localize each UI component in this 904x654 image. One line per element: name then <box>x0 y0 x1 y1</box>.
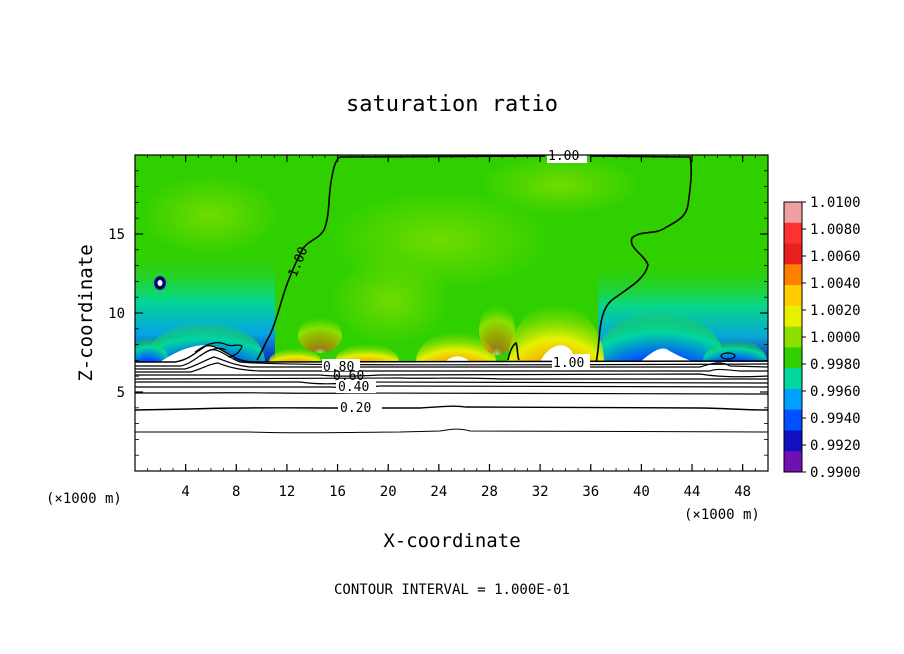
x-tick-label: 32 <box>532 484 549 500</box>
x-tick-label: 44 <box>684 484 701 500</box>
white-bump <box>445 356 470 362</box>
contour-line <box>135 373 768 378</box>
contour-label: 0.20 <box>340 401 371 416</box>
small-contours <box>155 277 736 360</box>
y-axis-ticks: 5 10 15 <box>108 170 768 456</box>
colorbar-tick-label: 0.9980 <box>810 357 861 373</box>
contour-1-00 <box>256 155 693 363</box>
contour-label-bg <box>322 359 360 371</box>
contour-line <box>135 405 768 411</box>
colorbar-swatch <box>784 451 802 473</box>
x-axis-ticks: 4 8 12 16 20 24 28 32 36 40 44 48 <box>147 155 756 500</box>
contour-label-bg <box>338 400 382 414</box>
contour-line <box>135 392 768 395</box>
colorbar-swatch <box>784 347 802 369</box>
dry-core-right <box>595 312 725 362</box>
colorbar-tick-label: 0.9900 <box>810 465 861 481</box>
moist-peak <box>298 317 342 353</box>
x-tick-label: 28 <box>481 484 498 500</box>
closed-contour <box>155 277 165 289</box>
colorbar-swatch <box>784 243 802 265</box>
colorbar: 1.0100 1.0080 1.0060 1.0040 1.0020 1.0000 0.99… <box>783 195 861 481</box>
contour-line <box>135 362 768 373</box>
contour-line <box>135 377 768 380</box>
colorbar-swatch <box>784 388 802 410</box>
y-tick-label: 5 <box>117 385 125 401</box>
colorbar-swatch <box>784 430 802 452</box>
white-bump <box>160 345 238 362</box>
x-axis-label: X-coordinate <box>383 530 520 552</box>
colorbar-tick-label: 0.9960 <box>810 384 861 400</box>
colorbar-swatch <box>784 409 802 431</box>
contour-label: 1.00 <box>548 149 579 164</box>
y-tick-label: 10 <box>108 306 125 322</box>
x-tick-label: 36 <box>582 484 599 500</box>
closed-contour <box>194 341 243 358</box>
moist-peak <box>335 344 399 362</box>
dry-core-left-edge <box>135 337 168 362</box>
moist-layer <box>135 155 768 362</box>
x-tick-label: 40 <box>633 484 650 500</box>
contour-line <box>507 341 520 361</box>
colorbar-swatch <box>784 368 802 390</box>
colorbar-tick-label: 0.9920 <box>810 438 861 454</box>
contour-line <box>135 428 768 434</box>
closed-contour <box>720 352 736 360</box>
contour-label: 0.80 <box>323 360 354 375</box>
y-axis-label: Z-coordinate <box>75 244 97 381</box>
colorbar-swatch <box>784 202 802 224</box>
x-tick-label: 12 <box>278 484 295 500</box>
x-tick-label: 4 <box>181 484 189 500</box>
lower-contours <box>135 344 768 434</box>
x-tick-label: 24 <box>430 484 447 500</box>
colorbar-tick-label: 1.0060 <box>810 249 861 265</box>
x-tick-label: 48 <box>734 484 751 500</box>
colorbar-tick-label: 0.9940 <box>810 411 861 427</box>
field: 1.00 1.00 1.00 0.80 0.60 0.40 0.20 <box>135 147 768 471</box>
x-tick-label: 20 <box>380 484 397 500</box>
x-tick-label: 8 <box>232 484 240 500</box>
y-axis-unit: (×1000 m) <box>46 491 122 507</box>
contour-label: 1.00 <box>553 356 584 371</box>
y-tick-label: 15 <box>108 227 125 243</box>
dry-core-left <box>145 322 265 362</box>
closed-contour <box>199 347 227 357</box>
dry-spot-core <box>157 280 163 286</box>
colorbar-swatch <box>784 326 802 348</box>
moist-peak <box>479 305 515 355</box>
colorbar-tick-label: 1.0040 <box>810 276 861 292</box>
moist-peak <box>416 332 496 362</box>
moist-peak <box>269 348 321 362</box>
light-green-patch <box>140 175 280 255</box>
contour-label: 0.40 <box>338 380 369 395</box>
light-green-patch <box>330 255 450 345</box>
contour-label-bg <box>336 380 376 393</box>
contour-label: 0.60 <box>333 369 364 384</box>
white-bump <box>640 348 695 362</box>
contour-label-bg <box>552 354 590 370</box>
colorbar-swatch <box>784 285 802 307</box>
moist-peak <box>508 304 604 362</box>
colorbar-tick-label: 1.0020 <box>810 303 861 319</box>
colorbar-tick-label: 1.0080 <box>810 222 861 238</box>
contour-line <box>256 155 693 363</box>
colorbar-tick-label: 1.0100 <box>810 195 861 211</box>
x-tick-label: 16 <box>329 484 346 500</box>
contour-interval-note: CONTOUR INTERVAL = 1.000E-01 <box>334 582 570 598</box>
dry-core-right-2 <box>703 340 767 362</box>
colorbar-swatch <box>784 305 802 327</box>
colorbar-swatch <box>784 222 802 244</box>
contour-line <box>135 356 768 370</box>
colorbar-tick-label: 1.0000 <box>810 330 861 346</box>
light-green-patch <box>480 155 640 215</box>
colorbar-swatch <box>784 264 802 286</box>
chart-title: saturation ratio <box>346 92 558 117</box>
x-axis-unit: (×1000 m) <box>684 507 760 523</box>
